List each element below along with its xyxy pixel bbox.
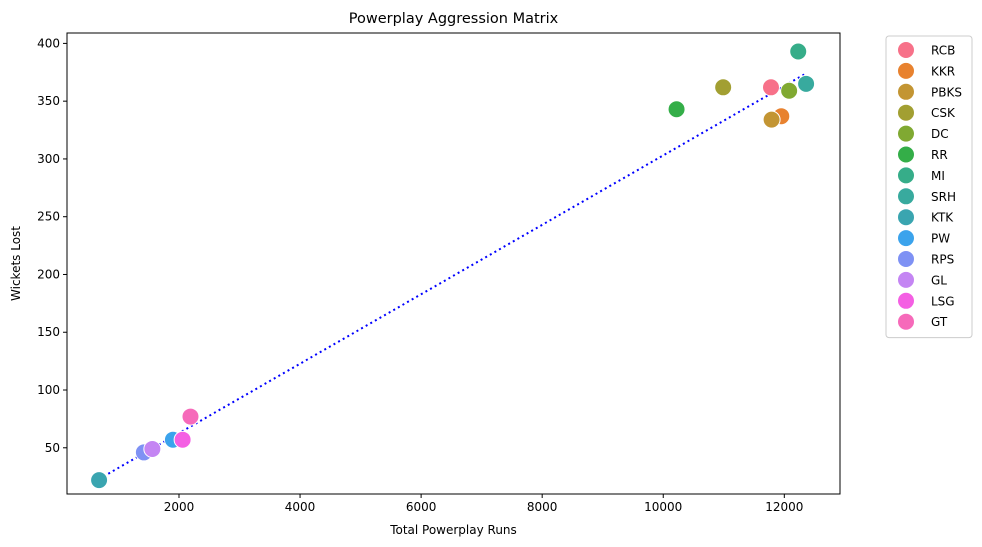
y-tick-label: 100	[37, 383, 60, 397]
legend-marker-rr	[897, 145, 915, 164]
point-gl	[143, 439, 162, 458]
y-tick-label: 250	[37, 210, 60, 224]
point-mi	[789, 42, 808, 61]
y-axis-label: Wickets Lost	[9, 226, 23, 301]
legend-marker-gt	[897, 312, 915, 331]
legend-marker-kkr	[897, 61, 915, 80]
legend-marker-csk	[897, 103, 915, 122]
x-axis-label: Total Powerplay Runs	[389, 523, 517, 537]
point-dc	[780, 81, 799, 100]
x-tick-label: 10000	[644, 500, 682, 514]
y-tick-label: 50	[45, 441, 60, 455]
legend-label-ktk: KTK	[931, 211, 954, 225]
point-pbks	[762, 110, 781, 129]
y-tick-label: 350	[37, 94, 60, 108]
legend-box	[885, 35, 973, 339]
axis-ticks: 2000 4000 6000 8000 10000 12000 50 100 150 200 250…	[37, 36, 803, 514]
chart-title: Powerplay Aggression Matrix	[349, 11, 559, 27]
x-tick-label: 2000	[164, 500, 195, 514]
point-csk	[714, 78, 733, 97]
legend-marker-ktk	[897, 208, 915, 227]
legend-label-rr: RR	[931, 148, 948, 162]
legend-label-csk: CSK	[931, 106, 956, 120]
legend-marker-dc	[897, 124, 915, 143]
plot-frame	[66, 32, 841, 495]
x-tick-label: 6000	[406, 500, 437, 514]
legend-label-mi: MI	[931, 169, 945, 183]
legend-label-srh: SRH	[931, 190, 956, 204]
legend-marker-srh	[897, 187, 915, 206]
legend-label-rcb: RCB	[931, 44, 955, 58]
point-gt	[181, 407, 200, 426]
legend-marker-gl	[897, 270, 915, 289]
legend-label-pbks: PBKS	[931, 85, 962, 99]
legend-marker-mi	[897, 166, 915, 185]
y-tick-label: 200	[37, 267, 60, 281]
y-tick-label: 300	[37, 152, 60, 166]
legend-label-gt: GT	[931, 315, 948, 329]
trendline	[98, 72, 807, 480]
legend-label-lsg: LSG	[931, 294, 955, 308]
y-tick-label: 150	[37, 325, 60, 339]
legend-marker-rps	[897, 250, 915, 268]
legend-marker-pw	[897, 229, 915, 248]
point-rcb	[761, 78, 780, 97]
legend: RCB KKR PBKS CSK DC RR MI SRH KTK PW RPS GL LSG GT	[885, 35, 973, 339]
data-points	[90, 42, 816, 490]
trendline-group	[98, 72, 807, 480]
y-tick-label: 400	[37, 36, 60, 50]
point-ktk	[90, 471, 109, 490]
point-rr	[667, 100, 686, 119]
plot-axes	[66, 32, 841, 495]
legend-label-gl: GL	[931, 273, 947, 287]
point-srh	[797, 74, 816, 93]
point-lsg	[173, 430, 192, 449]
legend-marker-rcb	[897, 41, 915, 59]
legend-label-rps: RPS	[931, 253, 954, 267]
legend-label-dc: DC	[931, 127, 949, 141]
legend-label-kkr: KKR	[931, 64, 955, 78]
legend-marker-lsg	[897, 291, 915, 310]
x-tick-label: 8000	[527, 500, 558, 514]
x-tick-label: 4000	[285, 500, 316, 514]
legend-label-pw: PW	[931, 232, 950, 246]
legend-marker-pbks	[897, 82, 915, 101]
x-tick-label: 12000	[765, 500, 803, 514]
